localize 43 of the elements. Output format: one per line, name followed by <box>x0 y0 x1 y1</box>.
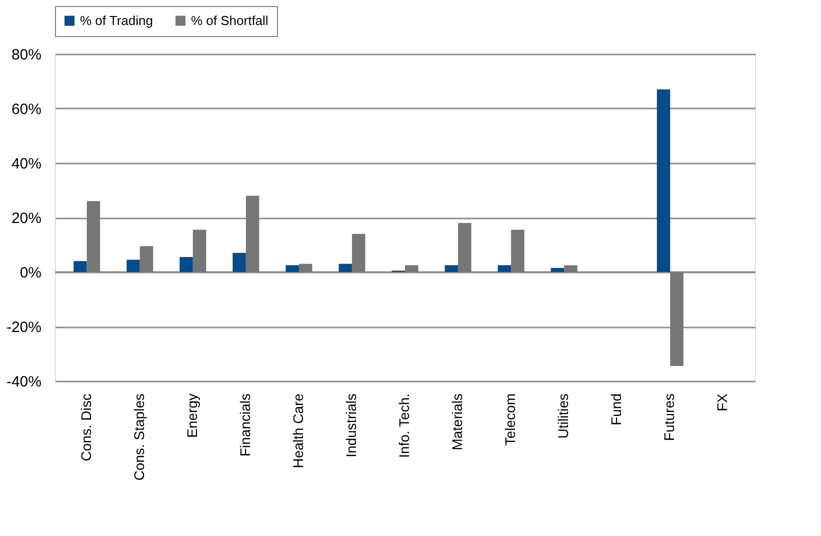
bar <box>670 272 684 366</box>
bar <box>352 234 366 272</box>
x-tick-label: Cons. Staples <box>130 394 147 481</box>
y-tick-label: -40% <box>6 374 42 390</box>
y-tick-label: 20% <box>11 210 42 227</box>
bar <box>405 265 418 272</box>
bar <box>550 268 564 272</box>
bar <box>140 246 154 272</box>
x-tick-label: Utilities <box>555 394 572 439</box>
bar <box>232 252 246 272</box>
x-tick-label: Telecom <box>502 394 518 446</box>
bar <box>86 201 100 272</box>
bar <box>298 264 312 272</box>
bar <box>126 260 140 272</box>
bar <box>511 230 524 272</box>
bar <box>338 264 352 272</box>
bar <box>458 222 472 272</box>
x-tick-label: Financials <box>236 394 253 457</box>
bar <box>498 265 512 272</box>
x-tick-label: Info. Tech. <box>396 394 412 458</box>
bar <box>656 89 670 272</box>
y-tick-label: 80% <box>11 46 42 64</box>
legend-label: % of Trading <box>80 12 153 28</box>
x-tick-label: Energy <box>184 394 200 438</box>
y-tick-label: 40% <box>11 156 42 172</box>
y-tick-label: 0% <box>20 264 42 282</box>
bar <box>246 196 260 272</box>
bar <box>192 230 206 272</box>
bar <box>444 265 458 272</box>
bar <box>564 265 578 272</box>
legend-label: % of Shortfall <box>191 12 268 28</box>
bar <box>74 261 87 272</box>
x-tick-label: Materials <box>449 394 466 450</box>
x-tick-label: Fund <box>608 394 624 426</box>
x-tick-label: Health Care <box>290 393 306 468</box>
y-tick-label: -20% <box>6 319 42 336</box>
x-tick-label: FX <box>714 392 730 412</box>
x-tick-label: Cons. Disc <box>78 394 94 462</box>
bar <box>180 257 193 272</box>
x-tick-label: Futures <box>661 394 678 441</box>
bar <box>286 265 299 272</box>
x-tick-label: Industrials <box>342 394 359 458</box>
y-tick-label: 60% <box>11 101 42 118</box>
